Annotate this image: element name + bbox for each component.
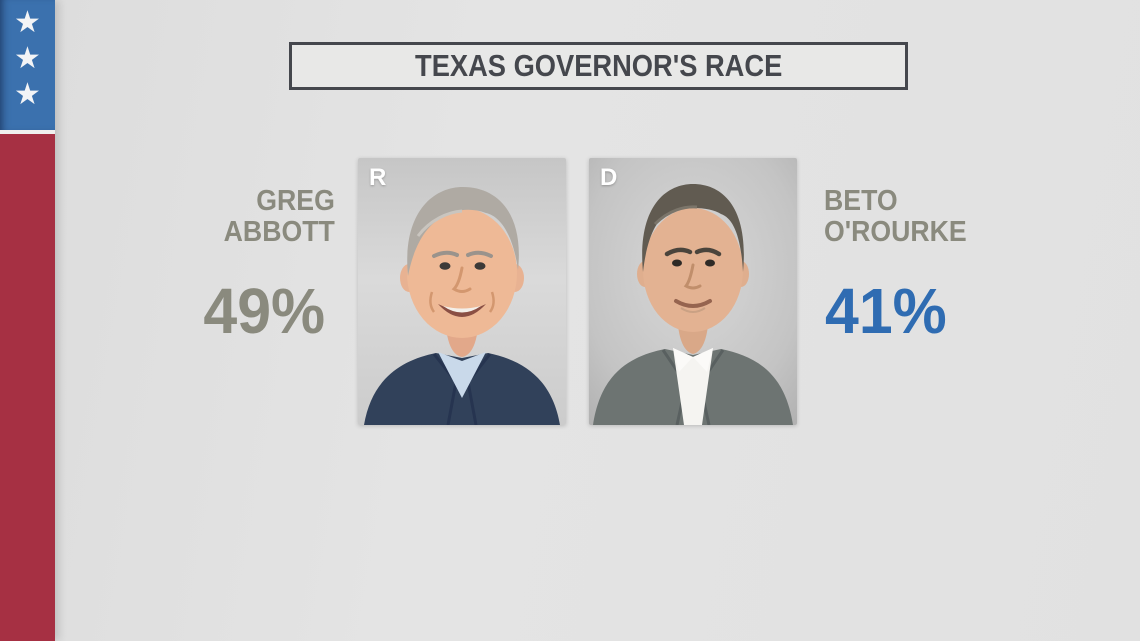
flag-stripe-divider xyxy=(0,130,55,134)
candidate-percent-orourke: 41% xyxy=(825,275,947,347)
flag-stripe-blue: ★ ★ ★ xyxy=(0,0,55,130)
race-title: TEXAS GOVERNOR'S RACE xyxy=(414,48,783,83)
candidate-name-line: BETO xyxy=(824,185,898,217)
title-banner: TEXAS GOVERNOR'S RACE xyxy=(289,42,908,90)
candidate-percent-abbott: 49% xyxy=(203,275,325,347)
candidate-name-line: O'ROURKE xyxy=(824,216,967,248)
star-icon: ★ xyxy=(14,78,41,111)
orourke-photo: D xyxy=(589,158,797,425)
flag-stripe: ★ ★ ★ xyxy=(0,0,55,641)
party-badge-r: R xyxy=(369,164,387,191)
flag-stripe-red xyxy=(0,134,55,641)
star-icon: ★ xyxy=(14,6,41,39)
abbott-portrait-illustration xyxy=(358,158,566,425)
candidate-name-orourke: BETO O'ROURKE xyxy=(824,186,967,248)
star-icon: ★ xyxy=(14,42,41,75)
candidate-name-abbott: GREG ABBOTT xyxy=(224,186,335,248)
candidate-name-line: GREG xyxy=(256,185,335,217)
abbott-photo: R xyxy=(358,158,566,425)
candidate-name-line: ABBOTT xyxy=(223,216,335,248)
party-badge-d: D xyxy=(600,164,618,191)
orourke-portrait-illustration xyxy=(589,158,797,425)
